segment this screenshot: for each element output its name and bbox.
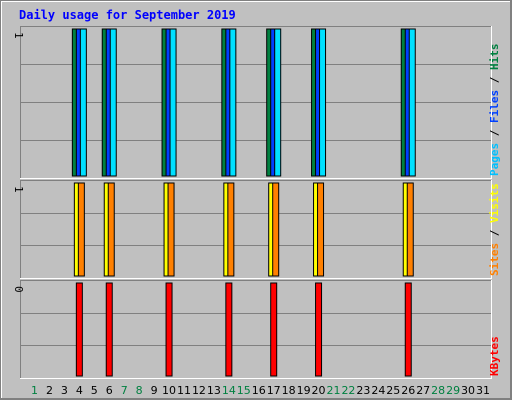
x-tick-label-day-11: 11 <box>177 384 191 397</box>
x-tick-label-day-16: 16 <box>252 384 266 397</box>
x-tick-label-day-15: 15 <box>237 384 251 397</box>
panel-kbytes: 0 KBytes <box>12 280 501 379</box>
bar-pages-day-10 <box>169 28 177 177</box>
bar-kbytes-day-4 <box>75 282 83 377</box>
bar-kbytes-day-17 <box>270 282 278 377</box>
series-legend-label: KBytes <box>488 336 501 376</box>
series-legend-label: Pages / Files / Hits <box>488 44 501 177</box>
legend-part: Visits <box>488 183 501 223</box>
x-tick-label-day-7: 7 <box>121 384 128 397</box>
chart-panels: 1 Pages / Files / Hits 1 Sites / Visits 0 KBy… <box>12 26 501 379</box>
bar-sites-day-20 <box>317 182 325 277</box>
bar-pages-day-4 <box>79 28 87 177</box>
legend-part: Hits <box>488 44 501 71</box>
y-axis-max-label: 1 <box>12 32 25 39</box>
legend-part: Sites <box>488 243 501 276</box>
panel-hits-files-pages: 1 Pages / Files / Hits <box>12 26 501 179</box>
x-tick-label-day-30: 30 <box>461 384 475 397</box>
bar-sites-day-6 <box>107 182 115 277</box>
x-tick-label-day-22: 22 <box>341 384 355 397</box>
x-tick-label-day-21: 21 <box>327 384 341 397</box>
x-tick-label-day-14: 14 <box>222 384 236 397</box>
legend-part: / <box>488 70 501 90</box>
bar-kbytes-day-10 <box>165 282 173 377</box>
y-axis-max-label: 0 <box>12 286 25 293</box>
legend-part: Pages <box>488 143 501 176</box>
y-axis-max-label: 1 <box>12 186 25 193</box>
x-tick-label-day-3: 3 <box>61 384 68 397</box>
bar-pages-day-6 <box>109 28 117 177</box>
x-tick-label-day-2: 2 <box>46 384 53 397</box>
x-tick-label-day-8: 8 <box>136 384 143 397</box>
panel-background <box>20 280 491 378</box>
x-tick-label-day-26: 26 <box>401 384 415 397</box>
x-tick-label-day-17: 17 <box>267 384 281 397</box>
bar-kbytes-day-6 <box>105 282 113 377</box>
x-tick-label-day-18: 18 <box>282 384 296 397</box>
x-tick-label-day-31: 31 <box>476 384 490 397</box>
legend-part: / <box>488 223 501 243</box>
bar-sites-day-17 <box>272 182 280 277</box>
chart-title: Daily usage for September 2019 <box>19 8 236 22</box>
bar-sites-day-14 <box>227 182 235 277</box>
bar-kbytes-day-26 <box>404 282 412 377</box>
x-tick-label-day-29: 29 <box>446 384 460 397</box>
bar-pages-day-14 <box>229 28 237 177</box>
x-tick-label-day-23: 23 <box>356 384 370 397</box>
legend-part: / <box>488 123 501 143</box>
x-tick-label-day-1: 1 <box>31 384 38 397</box>
bar-sites-day-4 <box>77 182 85 277</box>
bar-kbytes-day-20 <box>315 282 323 377</box>
panel-visits-sites: 1 Sites / Visits <box>12 180 501 279</box>
x-tick-label-day-13: 13 <box>207 384 221 397</box>
bar-sites-day-26 <box>406 182 414 277</box>
bar-sites-day-10 <box>167 182 175 277</box>
series-legend-label: Sites / Visits <box>488 183 501 276</box>
x-tick-label-day-9: 9 <box>151 384 158 397</box>
panel-background <box>20 180 491 278</box>
x-tick-label-day-19: 19 <box>297 384 311 397</box>
x-axis-day-labels: 1 2 3 4 5 6 7 8 9 10 11 12 13 14 15 16 17 18 19 20 21 22 23 24 2… <box>31 384 490 397</box>
x-tick-label-day-28: 28 <box>431 384 445 397</box>
legend-part: Files <box>488 90 501 123</box>
x-tick-label-day-27: 27 <box>416 384 430 397</box>
bar-pages-day-20 <box>319 28 327 177</box>
x-tick-label-day-24: 24 <box>371 384 385 397</box>
x-tick-label-day-25: 25 <box>386 384 400 397</box>
legend-part: KBytes <box>488 336 501 376</box>
bar-kbytes-day-14 <box>225 282 233 377</box>
x-tick-label-day-4: 4 <box>76 384 83 397</box>
x-tick-label-day-20: 20 <box>312 384 326 397</box>
bar-pages-day-17 <box>274 28 282 177</box>
x-tick-label-day-5: 5 <box>91 384 98 397</box>
x-tick-label-day-10: 10 <box>162 384 176 397</box>
x-tick-label-day-12: 12 <box>192 384 206 397</box>
bar-pages-day-26 <box>408 28 416 177</box>
x-tick-label-day-6: 6 <box>106 384 113 397</box>
